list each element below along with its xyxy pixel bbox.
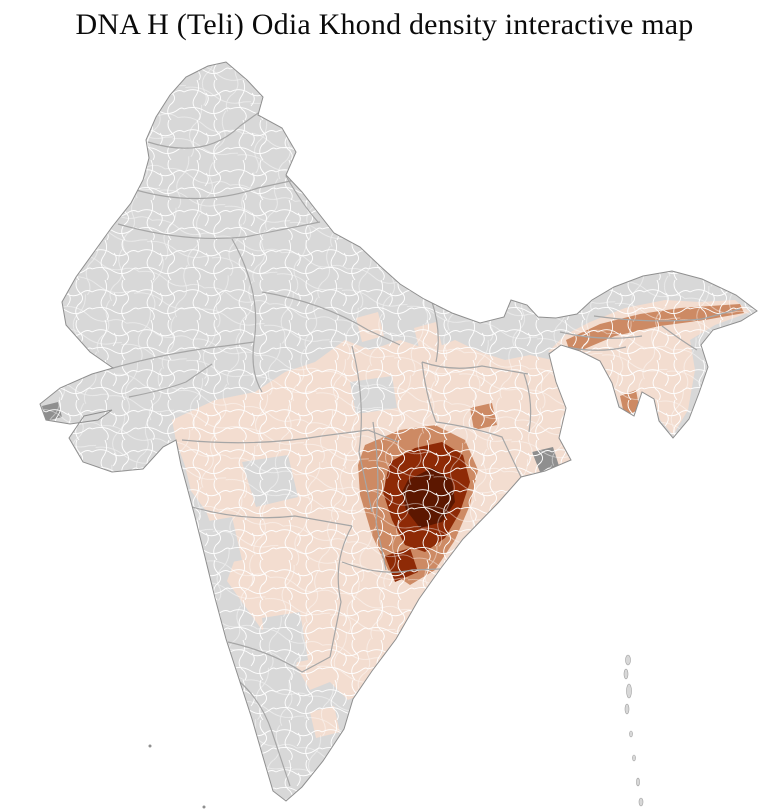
island-shape (202, 805, 206, 809)
island-shape (632, 754, 636, 762)
island-shape (626, 683, 632, 699)
state-borders (112, 112, 741, 787)
lakshadweep-islands[interactable] (148, 744, 206, 809)
island-shape (625, 654, 631, 666)
island-shape (148, 744, 152, 748)
island-shape (638, 797, 644, 807)
island-shape (624, 703, 630, 715)
andaman-nicobar-islands[interactable] (623, 654, 644, 807)
island-shape (623, 668, 629, 680)
island-shape (636, 777, 640, 787)
island-shape (629, 730, 633, 738)
district-borders-overlay-2 (40, 62, 757, 801)
page-title: DNA H (Teli) Odia Khond density interact… (75, 8, 694, 41)
